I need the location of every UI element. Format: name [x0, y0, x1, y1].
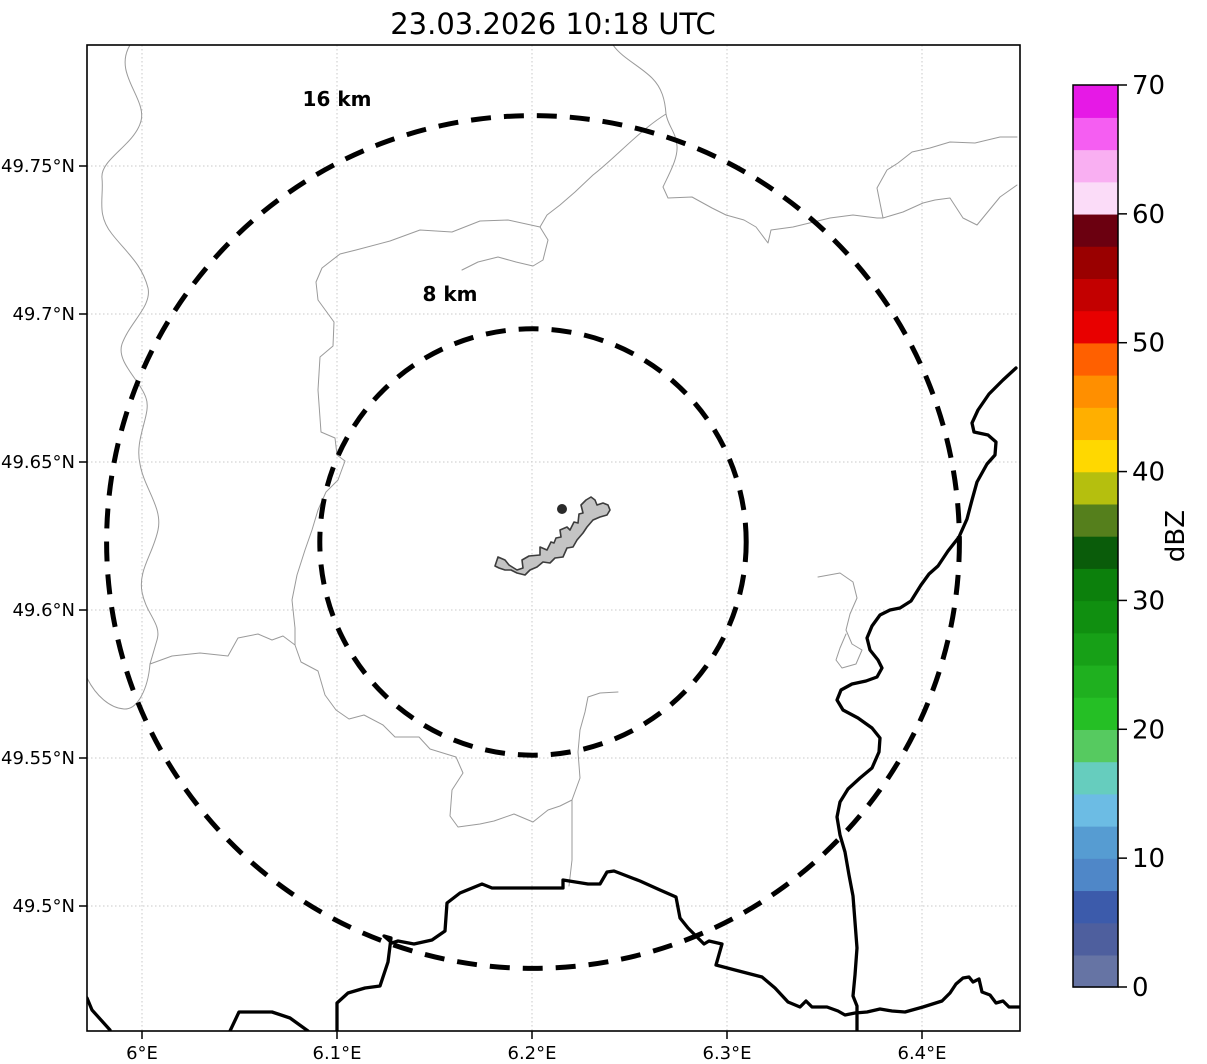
colorbar-band [1073, 503, 1118, 537]
y-tick-label: 49.5°N [12, 896, 75, 917]
colorbar-band [1073, 181, 1118, 215]
plot-title: 23.03.2026 10:18 UTC [390, 7, 716, 41]
river [835, 366, 1018, 1031]
range-rings-layer [104, 113, 962, 971]
range-ring-8km [317, 326, 749, 758]
colorbar-band [1073, 922, 1118, 956]
colorbar-outline [1072, 84, 1119, 988]
x-tick-label: 6°E [126, 1043, 158, 1064]
colorbar-tick-label: 70 [1132, 71, 1165, 101]
y-tick-label: 49.7°N [12, 304, 75, 325]
colorbar-band [1073, 664, 1118, 698]
colorbar-band [1073, 793, 1118, 827]
colorbar-tick-label: 0 [1132, 973, 1149, 1003]
y-tick-label: 49.65°N [1, 452, 75, 473]
ring-labels-layer: 16 km 8 km [303, 87, 478, 306]
colorbar-band [1073, 213, 1118, 247]
colorbar-tick-label: 30 [1132, 586, 1165, 616]
grid-layer: 6°E 6.1°E 6.2°E 6.3°E 6.4°E 49.75°N 49.7°N 49.6… [1, 45, 1020, 1064]
x-tick-label: 6.2°E [508, 1043, 557, 1064]
radar-site-dot [557, 504, 567, 514]
colorbar-band [1073, 374, 1118, 408]
colorbar-band [1073, 342, 1118, 376]
admin-boundaries [87, 45, 1018, 887]
y-tick-label: 49.75°N [1, 156, 75, 177]
colorbar-tick-label: 20 [1132, 715, 1165, 745]
colorbar-band [1073, 117, 1118, 151]
x-tick-label: 6.4°E [898, 1043, 947, 1064]
colorbar-band [1073, 600, 1118, 634]
colorbar-tick-label: 50 [1132, 329, 1165, 359]
range-ring-16km [104, 113, 962, 971]
colorbar-band [1073, 85, 1118, 118]
colorbar-band [1073, 278, 1118, 312]
airport-area [494, 496, 611, 576]
colorbar-band [1073, 890, 1118, 924]
colorbar-tick-label: 40 [1132, 458, 1165, 488]
colorbar-band [1073, 632, 1118, 666]
colorbar-band [1073, 439, 1118, 473]
axes-frame [86, 44, 1021, 1032]
colorbar-band [1073, 471, 1118, 505]
colorbar: 0 10 20 30 40 50 60 70 [1072, 71, 1165, 1003]
colorbar-band [1073, 954, 1118, 988]
colorbar-band [1073, 407, 1118, 441]
colorbar-band [1073, 310, 1118, 344]
x-tick-label: 6.1°E [313, 1043, 362, 1064]
colorbar-axis-label: dBZ [1161, 510, 1191, 562]
colorbar-tick-label: 60 [1132, 200, 1165, 230]
range-ring-label-16km: 16 km [303, 87, 372, 111]
colorbar-band [1073, 149, 1118, 183]
colorbar-band [1073, 536, 1118, 569]
y-tick-label: 49.6°N [12, 600, 75, 621]
colorbar-band [1073, 729, 1118, 763]
colorbar-band [1073, 761, 1118, 795]
range-ring-label-8km: 8 km [422, 282, 477, 306]
y-tick-label: 49.55°N [1, 748, 75, 769]
colorbar-band [1073, 568, 1118, 602]
country-border [87, 869, 1020, 1031]
colorbar-band [1073, 858, 1118, 892]
colorbar-band [1073, 697, 1118, 730]
x-tick-label: 6.3°E [703, 1043, 752, 1064]
colorbar-tick-label: 10 [1132, 844, 1165, 874]
colorbar-band [1073, 246, 1118, 279]
colorbar-band [1073, 825, 1118, 859]
